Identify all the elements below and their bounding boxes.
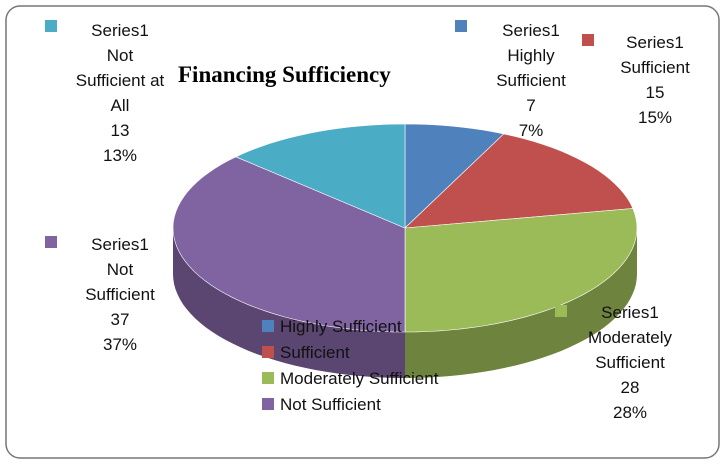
label-marker bbox=[455, 20, 467, 32]
label-category: Not Sufficient at All bbox=[75, 46, 165, 115]
label-series: Series1 bbox=[626, 33, 684, 52]
label-category: Not Sufficient bbox=[85, 260, 155, 304]
legend-label: Moderately Sufficient bbox=[280, 369, 439, 388]
data-label: Series1 Moderately Sufficient 28 28% bbox=[580, 300, 680, 425]
pie bbox=[172, 123, 638, 378]
legend-entry: Not Sufficient bbox=[262, 392, 381, 418]
label-category: Moderately Sufficient bbox=[587, 328, 673, 372]
chart-title: Financing Sufficiency bbox=[178, 62, 391, 87]
legend-entry: Moderately Sufficient bbox=[262, 366, 438, 392]
label-marker bbox=[45, 20, 57, 32]
legend-entry: Sufficient bbox=[262, 340, 350, 366]
label-value: 13 bbox=[110, 121, 130, 140]
pie-side bbox=[405, 228, 637, 378]
legend-label: Not Sufficient bbox=[280, 395, 381, 414]
label-series: Series1 bbox=[502, 21, 560, 40]
legend-swatch bbox=[262, 346, 274, 358]
label-value: 28 bbox=[620, 378, 640, 397]
label-category: Highly Sufficient bbox=[496, 46, 566, 90]
label-value: 37 bbox=[110, 310, 130, 329]
label-series: Series1 bbox=[91, 235, 149, 254]
data-label: Series1 Highly Sufficient 7 7% bbox=[483, 18, 579, 143]
label-marker bbox=[555, 305, 567, 317]
label-value: 15 bbox=[645, 83, 665, 102]
pie-slice bbox=[404, 133, 634, 229]
label-percent: 7% bbox=[518, 121, 544, 140]
label-percent: 37% bbox=[102, 335, 138, 354]
label-percent: 28% bbox=[612, 403, 648, 422]
label-value: 7 bbox=[526, 96, 536, 115]
pie-slice bbox=[172, 156, 406, 333]
label-series: Series1 bbox=[601, 303, 659, 322]
data-label: Series1 Not Sufficient 37 37% bbox=[70, 232, 170, 357]
legend-swatch bbox=[262, 320, 274, 332]
legend-swatch bbox=[262, 372, 274, 384]
legend-entry: Highly Sufficient bbox=[262, 314, 402, 340]
legend-swatch bbox=[262, 398, 274, 410]
label-percent: 13% bbox=[102, 146, 138, 165]
pie-side bbox=[173, 228, 405, 378]
data-label: Series1 Sufficient 15 15% bbox=[607, 30, 703, 130]
label-series: Series1 bbox=[91, 21, 149, 40]
pie-slice bbox=[404, 123, 505, 229]
label-marker bbox=[45, 236, 57, 248]
legend-label: Highly Sufficient bbox=[280, 317, 402, 336]
label-category: Sufficient bbox=[620, 58, 690, 77]
legend-label: Sufficient bbox=[280, 343, 350, 362]
label-marker bbox=[582, 34, 594, 46]
pie-slice bbox=[404, 208, 638, 333]
label-percent: 15% bbox=[637, 108, 673, 127]
pie-slice bbox=[235, 123, 406, 229]
data-label: Series1 Not Sufficient at All 13 13% bbox=[70, 18, 170, 168]
